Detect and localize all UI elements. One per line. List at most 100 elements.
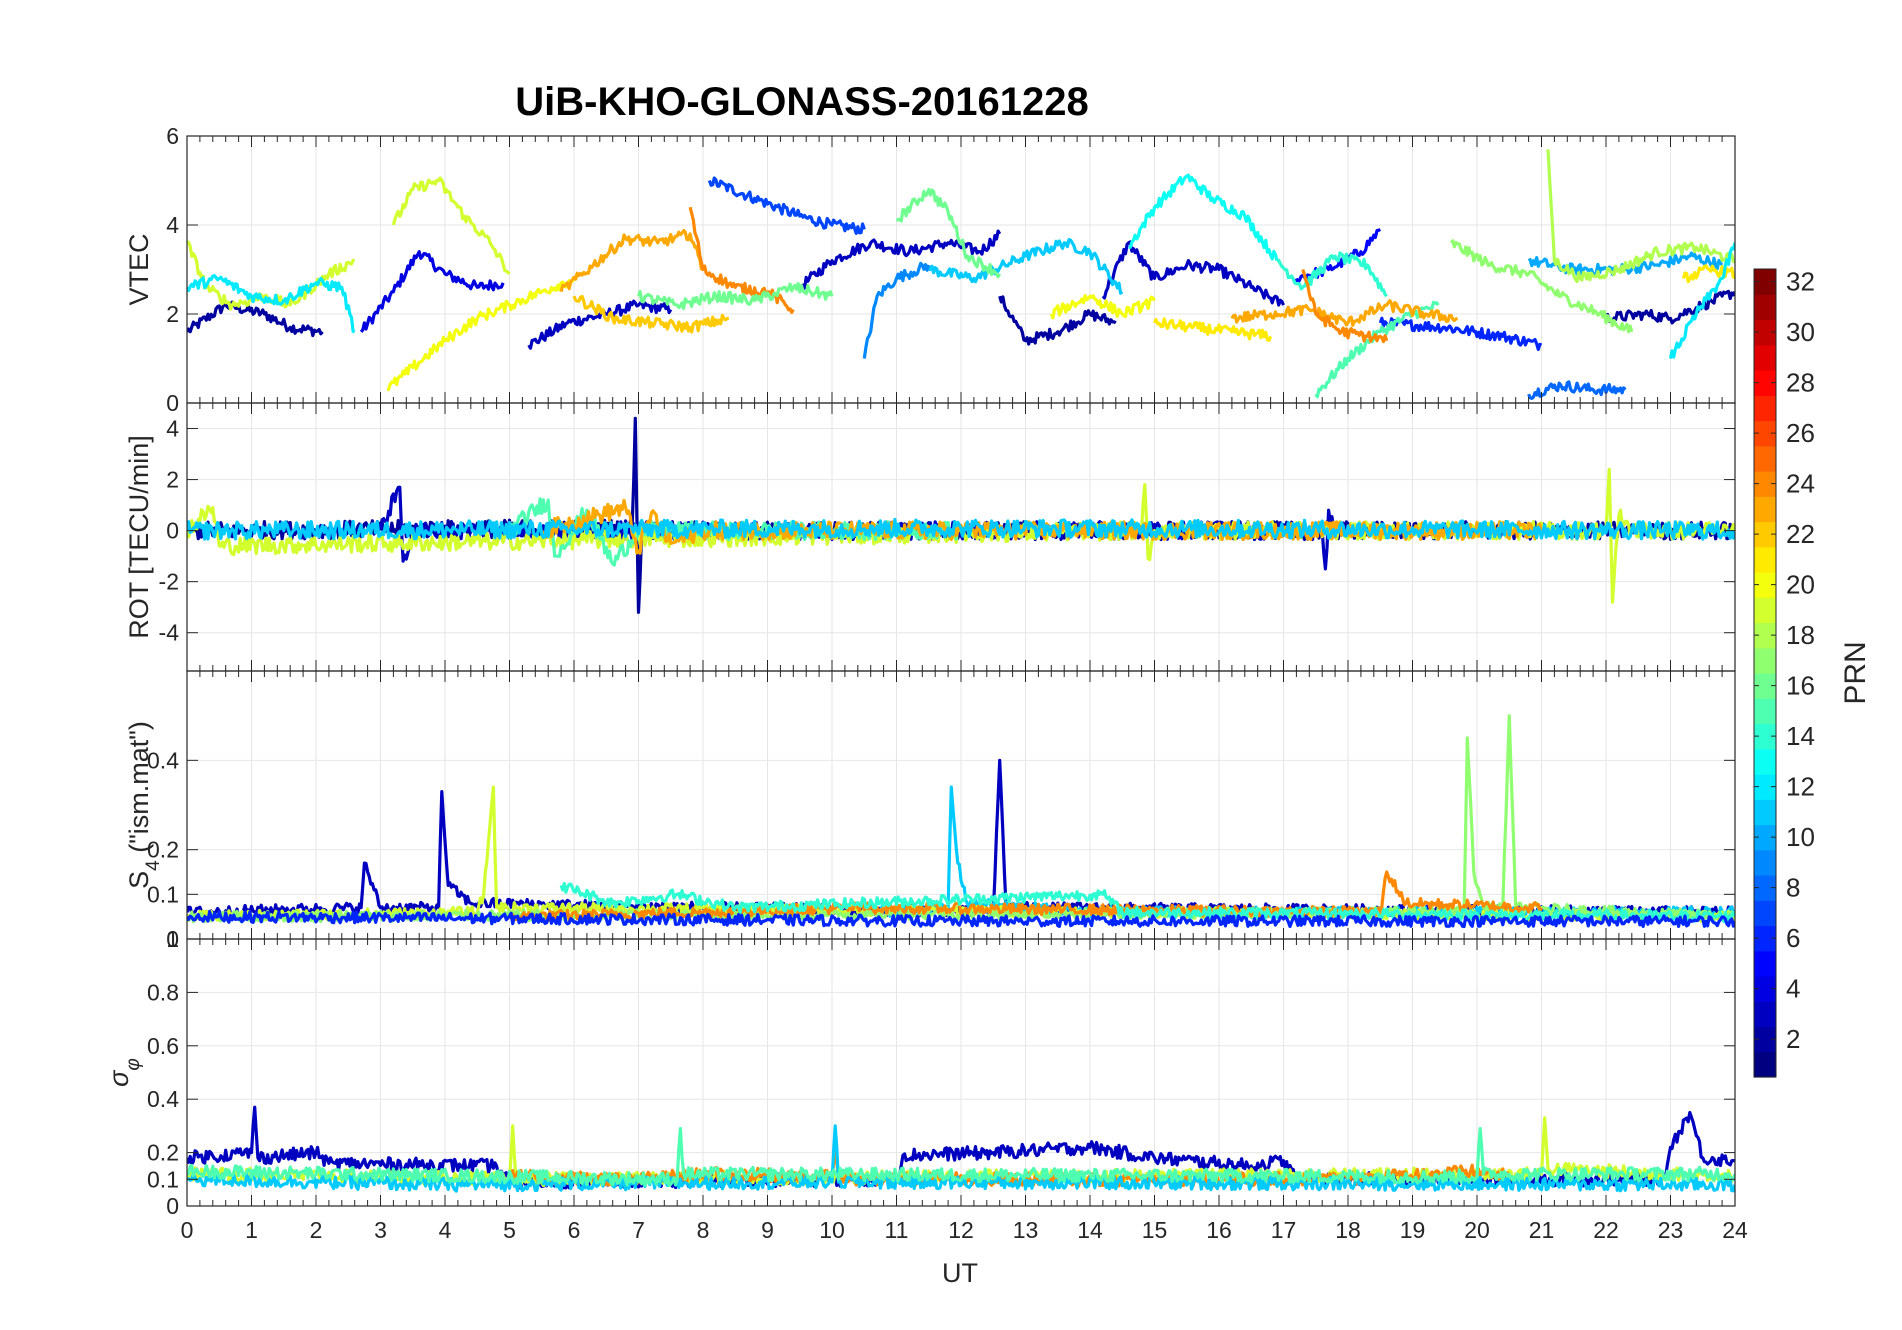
- series-prn-18: [1546, 149, 1735, 284]
- y-label-sub: φ: [123, 1058, 144, 1070]
- y-tick-label: 0: [166, 518, 179, 544]
- y-tick-label: 0: [166, 926, 179, 952]
- y-label-main: S: [124, 871, 154, 889]
- y-tick-label: 4: [166, 416, 179, 442]
- y-tick-label: 1: [166, 926, 179, 952]
- y-tick-label: 4: [166, 212, 179, 238]
- series-prn-15: [1314, 300, 1440, 399]
- x-tick-label: 2: [310, 1217, 323, 1243]
- colorbar-segment: [1754, 875, 1776, 901]
- colorbar-segment: [1754, 546, 1776, 573]
- colorbar-segment: [1754, 1051, 1776, 1078]
- colorbar-segment: [1754, 799, 1776, 826]
- y-label-rest: ("ism.mat"): [124, 721, 154, 860]
- series-prn-16: [636, 281, 834, 311]
- colorbar-segment: [1754, 1026, 1776, 1053]
- x-tick-label: 11: [885, 1217, 909, 1243]
- colorbar-segment: [1754, 925, 1776, 952]
- series-prn-12: [187, 274, 356, 334]
- colorbar-tick-label: 10: [1786, 822, 1815, 852]
- series-prn-20: [1049, 294, 1156, 320]
- x-tick-label: 15: [1142, 1217, 1168, 1243]
- colorbar-tick-label: 30: [1786, 317, 1815, 347]
- series-prn-2: [1604, 289, 1735, 325]
- y-axis-label-rot: ROT [TECU/min]: [124, 435, 154, 639]
- series-prn-13: [1128, 173, 1279, 262]
- x-tick-label: 12: [948, 1217, 974, 1243]
- x-tick-label: 9: [761, 1217, 774, 1243]
- y-tick-label: 0: [166, 390, 179, 416]
- x-ticks-rot: [186, 403, 1736, 671]
- series-prn-7: [707, 176, 866, 235]
- series-prn-2: [998, 295, 1117, 346]
- panel-rot: -4 -2 0 2 4 ROT [TECU/min]: [124, 402, 1736, 672]
- y-axis-label-vtec: VTEC: [124, 233, 154, 305]
- colorbar-segment: [1754, 849, 1776, 876]
- x-tick-label: 19: [1400, 1217, 1426, 1243]
- x-tick-label: 0: [181, 1217, 194, 1243]
- x-tick-label: 24: [1722, 1217, 1748, 1243]
- series-prn-4: [359, 250, 505, 333]
- y-tick-label: -2: [159, 569, 179, 595]
- panel-s4: 00.10.20.4S4 ("ism.mat"): [124, 670, 1736, 952]
- y-ticks-vtec: 0 2 4 6: [166, 123, 1735, 416]
- series-prn-17: [1449, 239, 1634, 334]
- series-prn-24: [1301, 269, 1389, 344]
- series-prn-2: [187, 300, 324, 338]
- colorbar-segment: [1754, 420, 1776, 447]
- colorbar-segment: [1754, 824, 1776, 851]
- x-tick-label: 18: [1335, 1217, 1361, 1243]
- y-tick-label: 0.2: [147, 837, 179, 863]
- series-prn-15: [187, 1126, 1735, 1188]
- x-tick-label: 16: [1206, 1217, 1232, 1243]
- y-tick-label: 2: [166, 467, 179, 493]
- x-tick-label: 10: [819, 1217, 845, 1243]
- colorbar-segment: [1754, 445, 1776, 472]
- panel-vtec: 0 2 4 6 VTEC: [124, 123, 1736, 416]
- x-tick-label: 7: [632, 1217, 645, 1243]
- colorbar-tick-label: 4: [1786, 974, 1800, 1004]
- x-ticks-vtec: [186, 136, 1736, 403]
- colorbar-tick-label: 2: [1786, 1024, 1800, 1054]
- series-group-s4: [187, 714, 1735, 929]
- series-prn-22: [572, 294, 729, 334]
- colorbar-tick-label: 20: [1786, 570, 1815, 600]
- y-tick-label: -4: [159, 620, 180, 646]
- chart-title: UiB-KHO-GLONASS-20161228: [515, 80, 1089, 124]
- colorbar-tick-label: 32: [1786, 267, 1815, 297]
- series-group-sigma_phi: [187, 1105, 1735, 1193]
- series-prn-6: [187, 909, 1735, 929]
- colorbar-tick-label: 16: [1786, 671, 1815, 701]
- series-prn-11: [928, 238, 1124, 295]
- colorbar-tick-label: 22: [1786, 519, 1815, 549]
- x-tick-label: 23: [1658, 1217, 1684, 1243]
- y-tick-label: 0.6: [147, 1033, 179, 1059]
- x-tick-label: 4: [439, 1217, 452, 1243]
- colorbar-tick-label: 26: [1786, 418, 1815, 448]
- series-prn-23: [1230, 299, 1459, 327]
- y-tick-label: 0.1: [147, 881, 179, 907]
- series-prn-11: [187, 517, 1735, 541]
- y-tick-label: 0: [166, 1193, 179, 1219]
- colorbar-segment: [1754, 698, 1776, 725]
- y-axis-label-s4: S4 ("ism.mat"): [124, 721, 164, 889]
- y-tick-label: 0.4: [147, 747, 179, 773]
- y-ticks-rot: -4 -2 0 2 4: [159, 416, 1735, 646]
- colorbar-segment: [1754, 344, 1776, 371]
- y-tick-label: 0.2: [147, 1140, 179, 1166]
- colorbar-segment: [1754, 395, 1776, 422]
- y-tick-label: 0.8: [147, 979, 179, 1005]
- colorbar-tick-label: 24: [1786, 469, 1815, 499]
- series-prn-21: [1681, 264, 1735, 284]
- colorbar-label: PRN: [1839, 641, 1872, 704]
- series-prn-3: [799, 229, 1002, 290]
- y-label-sub: 4: [143, 860, 164, 871]
- x-tick-label: 13: [1013, 1217, 1039, 1243]
- y-tick-label: 6: [166, 123, 179, 149]
- series-prn-14: [1276, 251, 1388, 298]
- series-prn-9: [862, 261, 931, 359]
- colorbar-tick-label: 12: [1786, 772, 1815, 802]
- x-tick-label: 1: [245, 1217, 258, 1243]
- series-prn-19: [391, 176, 511, 276]
